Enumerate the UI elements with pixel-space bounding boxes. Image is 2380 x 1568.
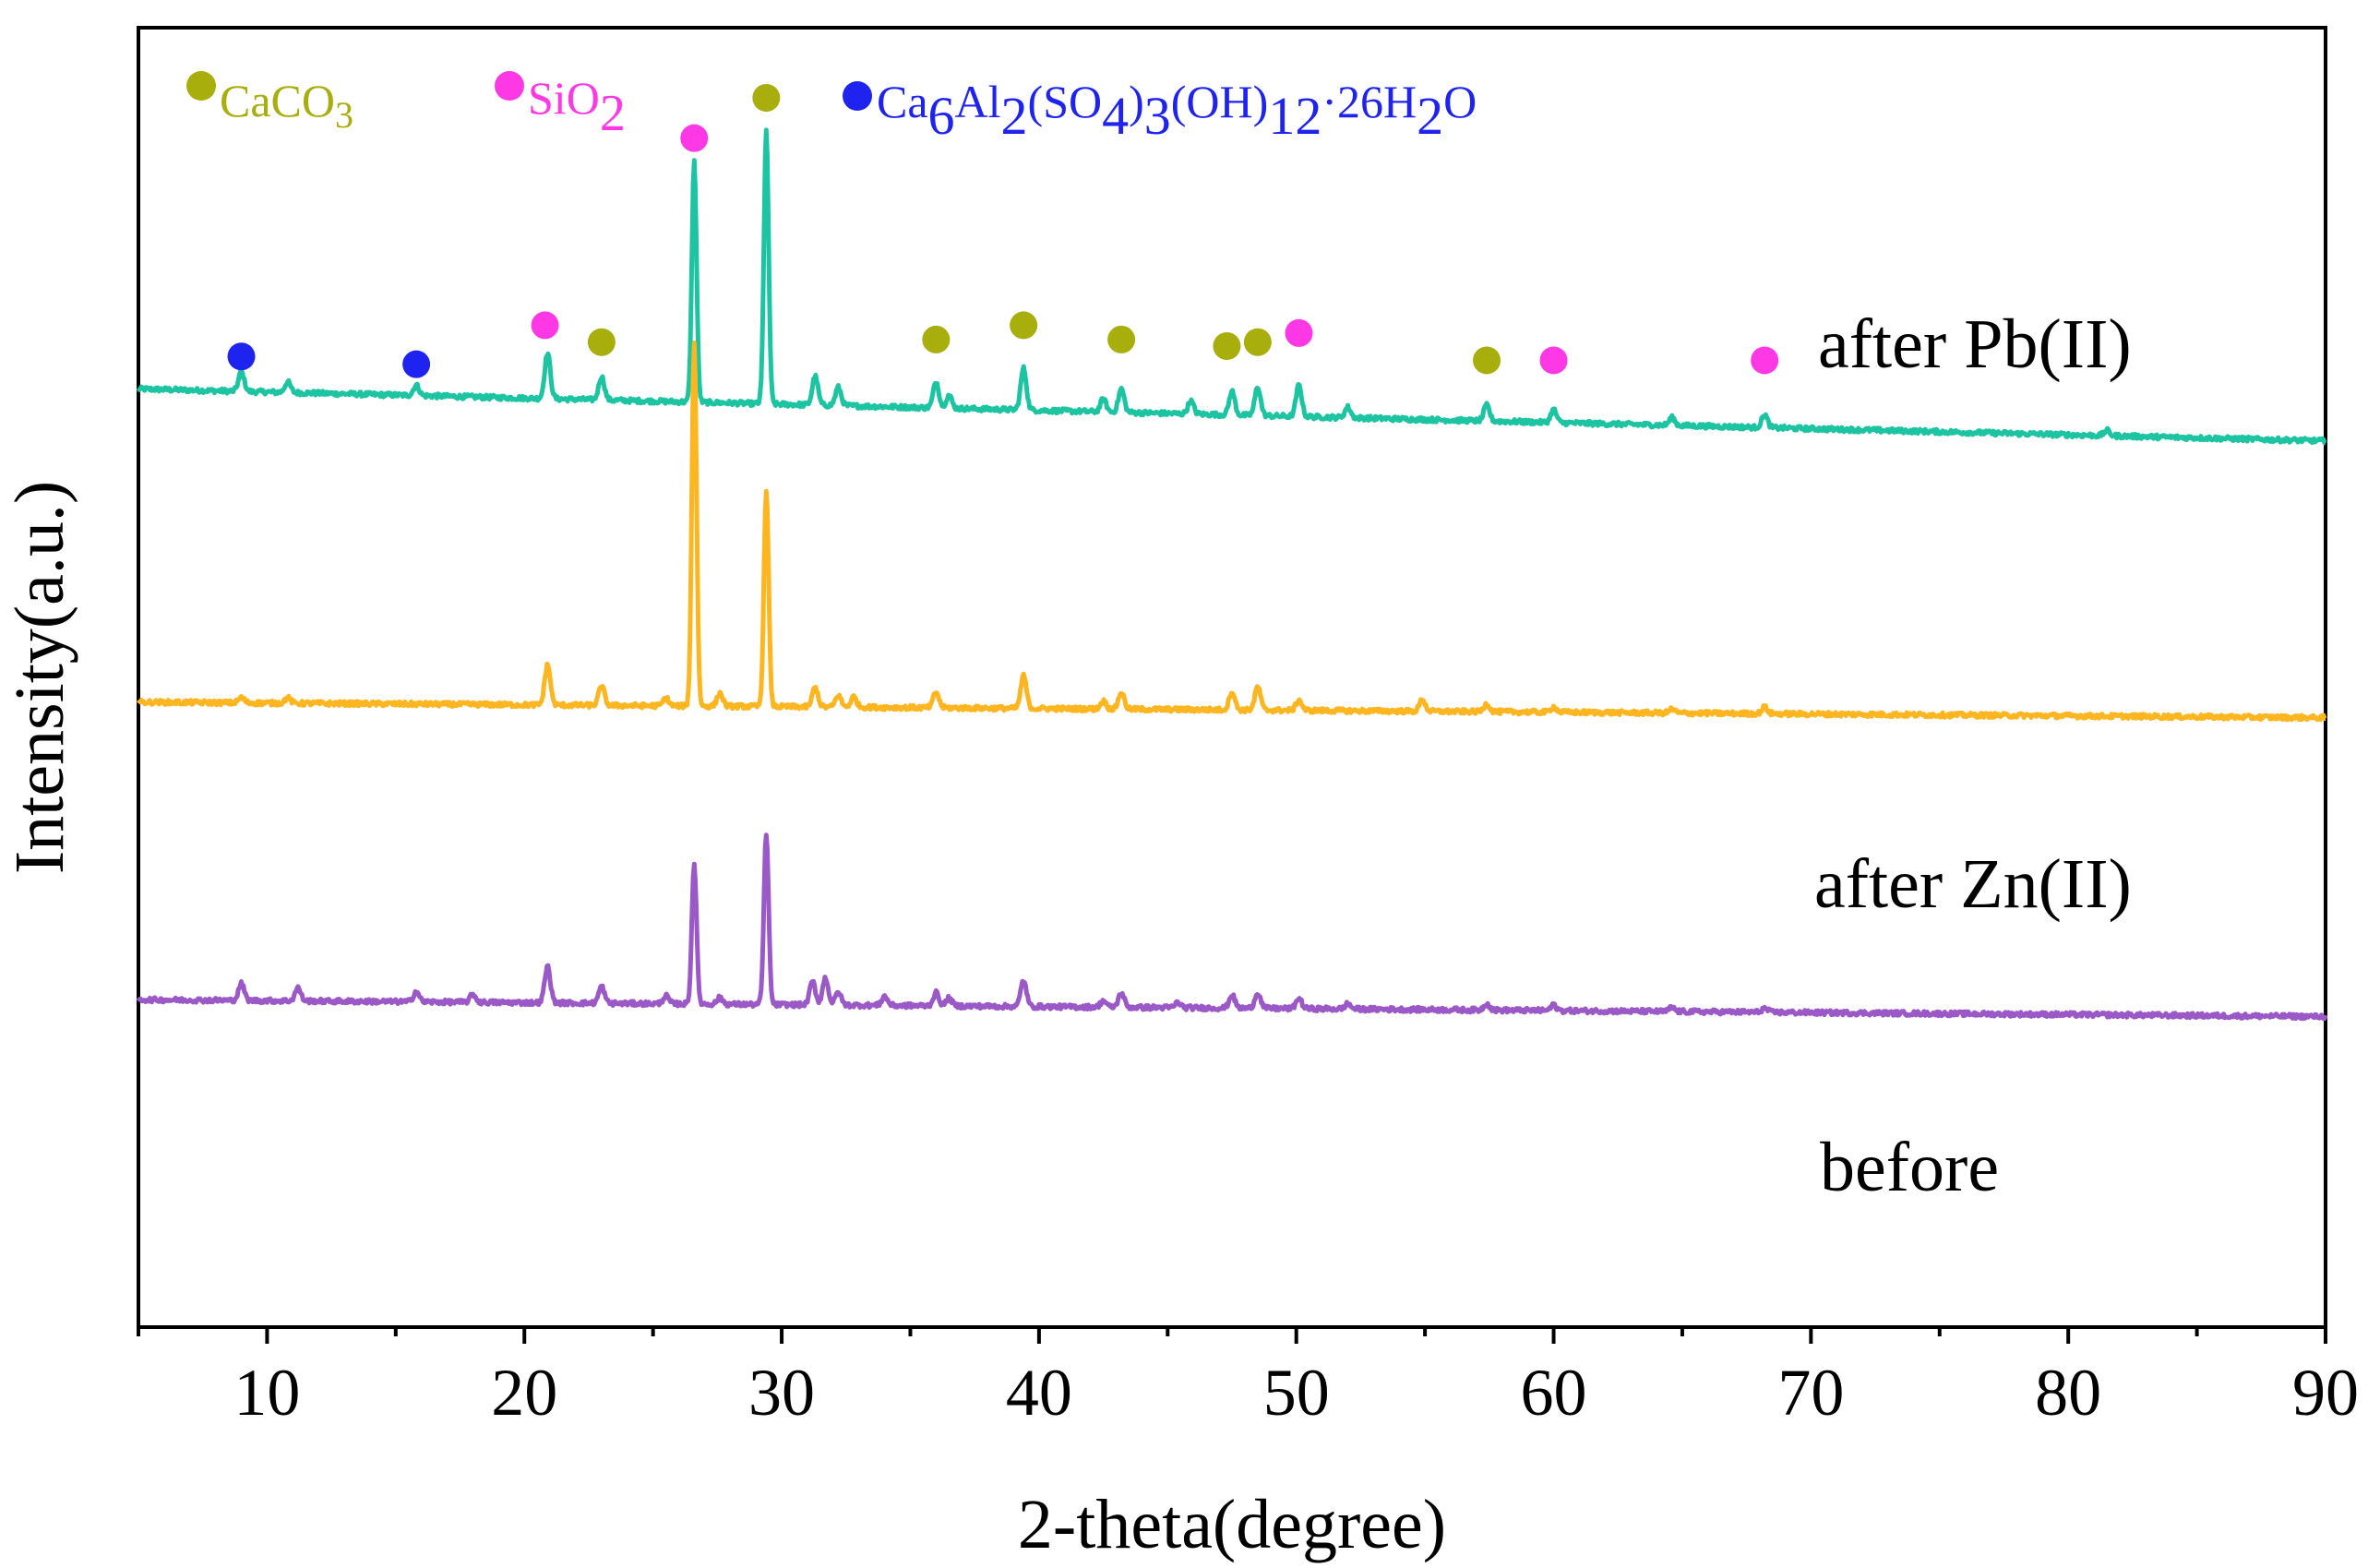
phase-marker-1 [402, 350, 431, 378]
x-tick-label-70: 70 [1777, 1356, 1844, 1430]
phase-marker-6 [922, 325, 951, 353]
phase-marker-11 [1285, 318, 1313, 347]
x-tick-label-40: 40 [1006, 1356, 1072, 1430]
phase-marker-3 [587, 328, 616, 356]
legend-caco3-main: CaCO [220, 75, 335, 126]
x-tick-label-80: 80 [2035, 1356, 2101, 1430]
legend-label-ettringite: Ca6Al2(SO4)3(OH)12·26H2O [877, 76, 1477, 146]
phase-marker-5 [752, 84, 781, 113]
phase-marker-9 [1213, 331, 1241, 360]
phase-marker-14 [1751, 346, 1779, 375]
series-label-before: before [1820, 1129, 1999, 1206]
legend-marker-ettringite [843, 81, 872, 111]
series-line-0 [136, 127, 2327, 446]
legend-label-caco3: CaCO3 [220, 75, 353, 136]
legend-label-sio2: SiO2 [528, 72, 626, 142]
x-tick-label-90: 90 [2292, 1356, 2359, 1430]
series-line-2 [136, 832, 2328, 1022]
x-tick-label-60: 60 [1521, 1356, 1587, 1430]
legend-marker-sio2 [495, 71, 524, 101]
x-axis-title: 2-theta(degree) [1018, 1486, 1446, 1563]
x-tick-label-30: 30 [748, 1356, 815, 1430]
phase-marker-4 [680, 124, 709, 152]
x-tick-label-20: 20 [491, 1356, 557, 1430]
plot-frame [137, 26, 2327, 1329]
legend-sio2-sub: 2 [600, 85, 626, 142]
phase-markers [227, 84, 1779, 378]
phase-marker-13 [1539, 346, 1568, 375]
x-axis-ticks: 10 20 30 40 50 60 70 80 90 [137, 1327, 2359, 1430]
series-line-1 [136, 340, 2327, 723]
x-tick-label-50: 50 [1263, 1356, 1330, 1430]
legend-marker-caco3 [186, 71, 216, 101]
x-tick-label-10: 10 [233, 1356, 300, 1430]
phase-marker-12 [1473, 346, 1501, 375]
phase-marker-10 [1243, 328, 1272, 356]
series-label-zn: after Zn(II) [1814, 845, 2132, 923]
legend-caco3-sub: 3 [335, 94, 353, 136]
legend-sio2-main: SiO [528, 72, 600, 124]
phase-marker-2 [531, 311, 559, 340]
legend: CaCO3 SiO2 Ca6Al2(SO4)3(OH)12·26H2O [186, 71, 1477, 146]
phase-marker-7 [1010, 311, 1038, 340]
y-axis-title: Intensity(a.u.) [1, 481, 78, 874]
series-layer [136, 127, 2328, 1022]
phase-marker-0 [227, 342, 256, 371]
series-label-pb: after Pb(II) [1818, 305, 2132, 383]
phase-marker-8 [1107, 325, 1136, 353]
